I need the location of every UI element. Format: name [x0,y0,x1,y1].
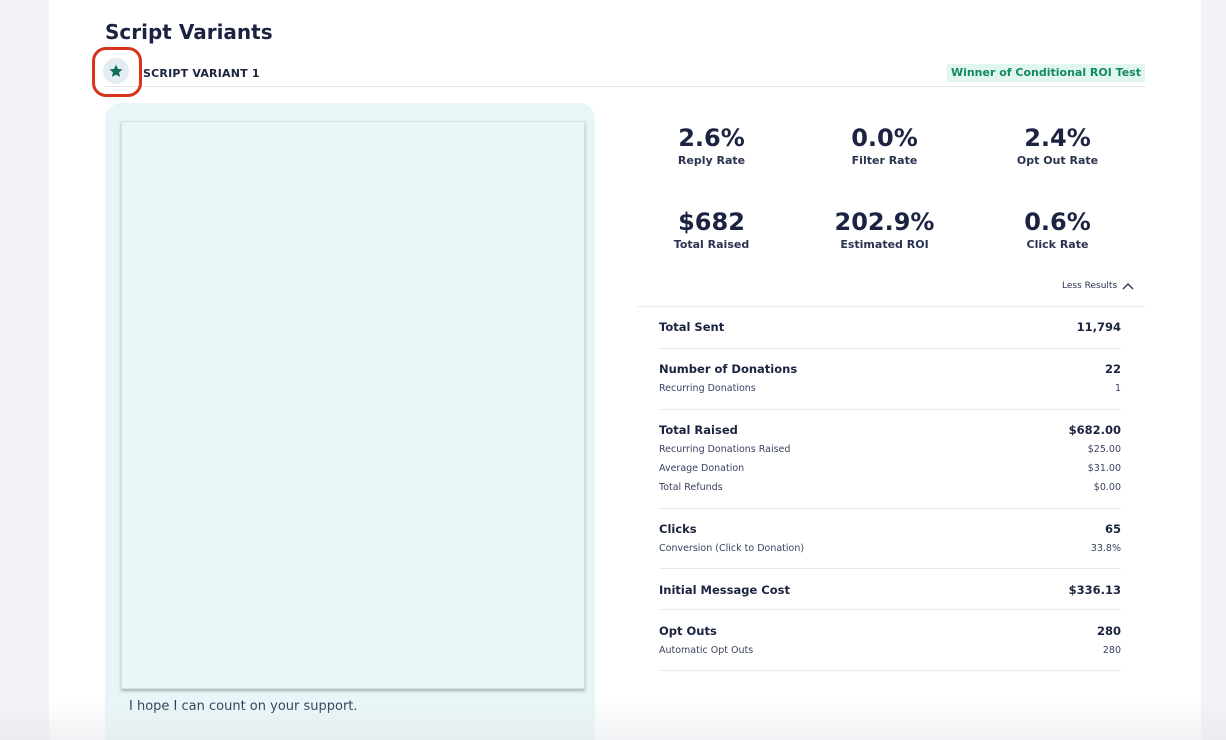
results-subrow: Recurring Donations Raised $25.00 [659,440,1121,459]
preview-image-frame [121,121,585,689]
variant-label: SCRIPT VARIANT 1 [143,67,260,80]
stat-click-rate: 0.6% Click Rate [971,206,1144,251]
stat-value: 2.4% [1024,124,1091,152]
results-group-raised: Total Raised $682.00 Recurring Donations… [659,419,1121,509]
results-row: Initial Message Cost $336.13 [659,579,1121,600]
row-value: 22 [1104,361,1121,376]
results-row: Clicks 65 [659,518,1121,539]
star-icon [109,64,123,77]
subrow-label: Total Refunds [659,482,723,493]
stat-label: Click Rate [1026,238,1089,251]
results-group-clicks: Clicks 65 Conversion (Click to Donation)… [659,518,1121,569]
stat-opt-out-rate: 2.4% Opt Out Rate [971,122,1144,167]
less-results-toggle[interactable]: Less Results [1062,281,1135,291]
variant-header: SCRIPT VARIANT 1 Winner of Conditional R… [92,47,1145,97]
row-value: $336.13 [1068,582,1121,597]
results-row: Total Raised $682.00 [659,419,1121,440]
results-group-total-sent: Total Sent 11,794 [659,316,1121,349]
results-group-donations: Number of Donations 22 Recurring Donatio… [659,358,1121,410]
message-preview: I hope I can count on your support. [105,103,595,740]
stat-label: Opt Out Rate [1016,154,1099,167]
results-divider [637,306,1145,307]
subrow-value: $25.00 [1087,444,1121,455]
row-label: Opt Outs [659,623,717,638]
stat-label: Filter Rate [851,154,918,167]
preview-message-text: I hope I can count on your support. [129,699,358,714]
results-group-cost: Initial Message Cost $336.13 [659,579,1121,610]
row-value: 11,794 [1076,319,1121,334]
row-label: Number of Donations [659,361,798,376]
subrow-label: Average Donation [659,463,745,474]
subrow-value: 280 [1102,645,1121,656]
results-row: Number of Donations 22 [659,358,1121,379]
results-row: Total Sent 11,794 [659,316,1121,337]
page-content: Script Variants SCRIPT VARIANT 1 Winner … [49,0,1201,740]
row-value: $682.00 [1068,422,1121,437]
results-row: Opt Outs 280 [659,620,1121,641]
results-group-opt-outs: Opt Outs 280 Automatic Opt Outs 280 [659,620,1121,671]
toggle-label: Less Results [1062,281,1118,291]
subrow-value: 1 [1114,383,1121,394]
highlight-ring [92,47,142,97]
subrow-label: Automatic Opt Outs [659,645,754,656]
results-subrow: Conversion (Click to Donation) 33.8% [659,539,1121,558]
row-label: Clicks [659,521,697,536]
subrow-label: Recurring Donations Raised [659,444,791,455]
row-value: 65 [1104,521,1121,536]
page-title: Script Variants [105,20,273,44]
chevron-up-icon [1122,283,1134,290]
stat-filter-rate: 0.0% Filter Rate [798,122,971,167]
stat-value: 0.0% [851,124,918,152]
subrow-label: Conversion (Click to Donation) [659,543,805,554]
stat-label: Reply Rate [677,154,746,167]
row-label: Total Sent [659,319,725,334]
row-label: Total Raised [659,422,738,437]
results-subrow: Total Refunds $0.00 [659,478,1121,497]
stat-estimated-roi: 202.9% Estimated ROI [798,206,971,251]
stat-value: 2.6% [678,124,745,152]
subrow-value: $0.00 [1093,482,1121,493]
row-label: Initial Message Cost [659,582,790,597]
results-subrow: Average Donation $31.00 [659,459,1121,478]
winner-badge: Winner of Conditional ROI Test [946,64,1145,82]
results-subrow: Recurring Donations 1 [659,379,1121,398]
stat-value: 202.9% [834,208,935,236]
stat-label: Estimated ROI [840,238,929,251]
favorite-star-button[interactable] [103,58,129,84]
stat-reply-rate: 2.6% Reply Rate [625,122,798,167]
stat-value: 0.6% [1024,208,1091,236]
subrow-value: $31.00 [1087,463,1121,474]
stat-total-raised: $682 Total Raised [625,206,798,251]
results-subrow: Automatic Opt Outs 280 [659,641,1121,660]
subrow-label: Recurring Donations [659,383,756,394]
stat-value: $682 [678,208,745,236]
subrow-value: 33.8% [1090,543,1121,554]
stat-label: Total Raised [673,238,750,251]
row-value: 280 [1096,623,1121,638]
